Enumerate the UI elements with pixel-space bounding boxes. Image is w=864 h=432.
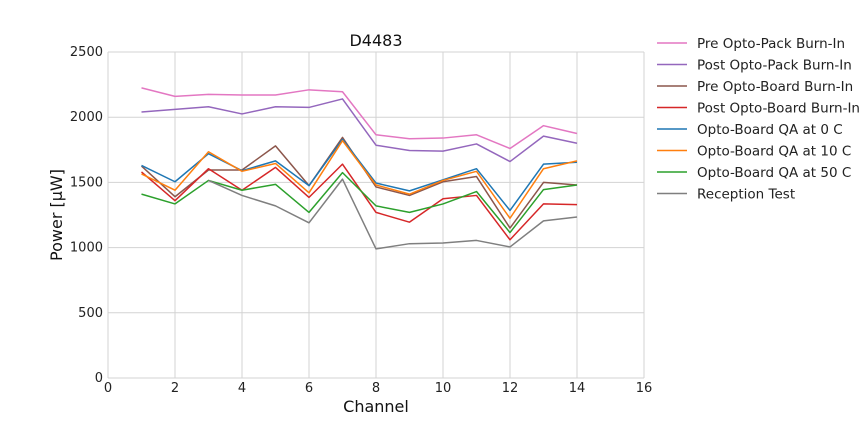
series-line-2 [141, 98, 578, 163]
x-tick-label: 6 [305, 381, 313, 396]
y-tick-label: 2000 [70, 110, 103, 125]
x-tick-label: 10 [435, 381, 452, 396]
y-tick-label: 500 [78, 306, 103, 321]
x-tick-label: 12 [502, 381, 519, 396]
legend-label-4: Post Opto-Board Burn-In [697, 101, 860, 117]
y-tick-label: 1000 [70, 241, 103, 256]
legend-label-3: Pre Opto-Board Burn-In [697, 79, 853, 95]
x-axis-label: Channel [343, 397, 409, 416]
y-tick-label: 2500 [70, 45, 103, 60]
legend: Pre Opto-Pack Burn-In Post Opto-Pack Burn… [657, 36, 860, 203]
series-lines [140, 87, 578, 250]
legend-label-2: Post Opto-Pack Burn-In [697, 58, 852, 74]
series-line-5 [141, 138, 578, 212]
x-tick-label: 2 [171, 381, 179, 396]
x-tick-label: 8 [372, 381, 380, 396]
y-tick-label: 1500 [70, 175, 103, 190]
legend-label-6: Opto-Board QA at 10 C [697, 144, 851, 160]
x-tick-label: 16 [636, 381, 653, 396]
grid-lines [107, 51, 645, 379]
y-tick-label: 0 [95, 371, 103, 386]
legend-label-5: Opto-Board QA at 0 C [697, 122, 843, 138]
series-line-1 [141, 87, 578, 150]
series-line-8 [208, 178, 578, 250]
tick-labels: 0 2 4 6 8 10 12 14 16 0 500 1000 1500 2000 2500 [70, 45, 652, 396]
y-axis-label: Power [μW] [47, 169, 66, 261]
legend-label-8: Reception Test [697, 187, 795, 203]
series-line-6 [141, 139, 578, 220]
legend-label-7: Opto-Board QA at 50 C [697, 165, 851, 181]
legend-label-1: Pre Opto-Pack Burn-In [697, 36, 845, 52]
x-tick-label: 14 [569, 381, 586, 396]
series-line-7 [141, 171, 578, 234]
x-tick-label: 0 [104, 381, 112, 396]
chart-title: D4483 [349, 31, 402, 50]
x-tick-label: 4 [238, 381, 246, 396]
